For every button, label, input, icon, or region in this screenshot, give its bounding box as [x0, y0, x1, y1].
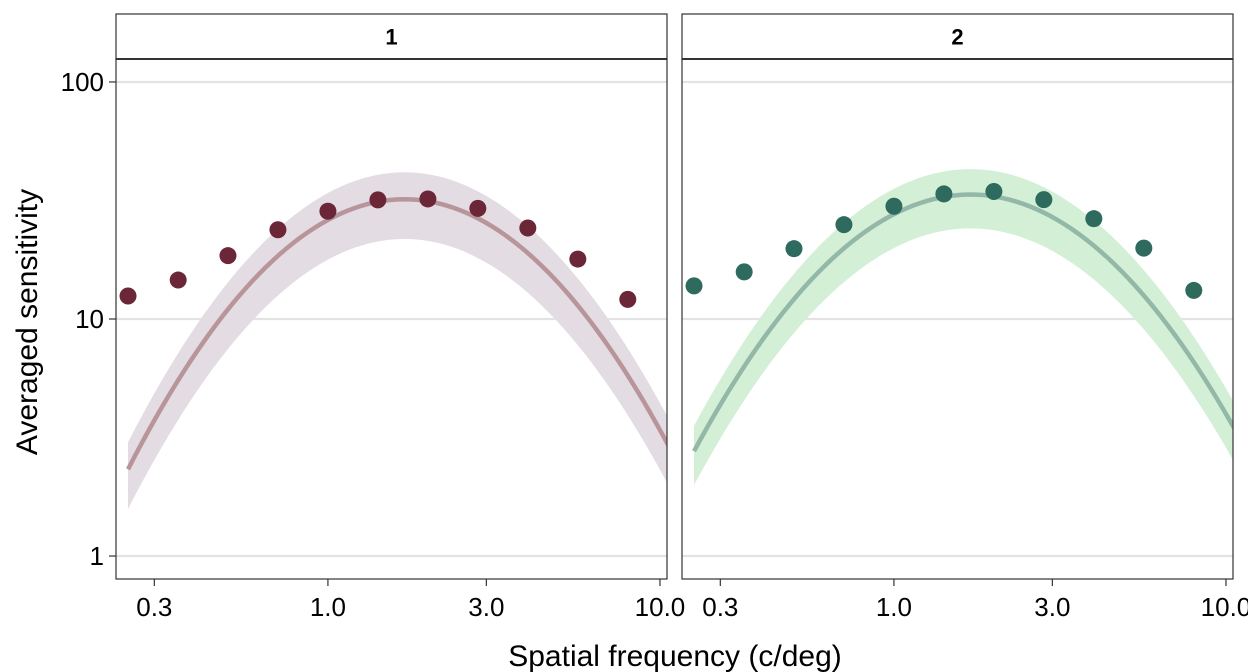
- data-point: [369, 191, 387, 209]
- data-point: [985, 183, 1003, 201]
- data-point: [1035, 191, 1053, 209]
- data-point: [1135, 239, 1153, 257]
- data-point: [619, 290, 637, 308]
- data-point: [519, 219, 537, 237]
- x-tick-label: 3.0: [1034, 592, 1070, 622]
- x-tick-label: 10.0: [635, 592, 686, 622]
- facet-panel-2: 2 0.3 1.0 3.0 10.0: [681, 13, 1248, 622]
- data-point: [835, 216, 853, 234]
- data-point: [319, 202, 337, 220]
- data-point: [569, 250, 587, 268]
- data-point: [1235, 332, 1248, 349]
- data-point: [885, 197, 903, 215]
- x-axis-label: Spatial frequency (c/deg): [508, 640, 842, 672]
- data-point: [219, 247, 237, 265]
- x-tick-label: 1.0: [310, 592, 346, 622]
- y-tick-label: 1: [90, 541, 104, 571]
- facet-strip-label: 1: [385, 25, 397, 50]
- fit-line: [692, 192, 1233, 453]
- y-axis-label: Averaged sensitivity: [11, 189, 44, 455]
- y-tick-label: 10: [75, 304, 104, 334]
- data-point: [1085, 210, 1103, 228]
- data-point: [785, 240, 803, 258]
- panel-plot-area: [685, 169, 1248, 486]
- data-point: [935, 185, 953, 203]
- facet-strip: [115, 13, 668, 60]
- data-point: [169, 271, 187, 289]
- y-tick-label: 100: [61, 67, 104, 97]
- x-tick-label: 1.0: [876, 592, 912, 622]
- x-tick-label: 0.3: [702, 592, 738, 622]
- facet-strip-label: 2: [951, 25, 963, 50]
- x-tick-label: 10.0: [1201, 592, 1248, 622]
- data-point: [419, 190, 437, 208]
- facet-panels: 1 0.3 1.0 3.0 10.0 2 0.3 1.0 3.0 10.0: [115, 13, 1248, 622]
- x-tick-label: 3.0: [468, 592, 504, 622]
- data-point: [685, 277, 703, 295]
- x-tick-label: 0.3: [136, 592, 172, 622]
- facet-panel-1: 1 0.3 1.0 3.0 10.0: [115, 13, 686, 622]
- data-point: [1185, 281, 1203, 299]
- data-point: [269, 221, 287, 239]
- data-point: [735, 263, 753, 281]
- data-point: [469, 199, 487, 217]
- y-axis: 1 10 100: [61, 67, 116, 571]
- panel-plot-area: [119, 172, 667, 509]
- fit-line: [126, 197, 667, 471]
- data-point: [119, 287, 137, 305]
